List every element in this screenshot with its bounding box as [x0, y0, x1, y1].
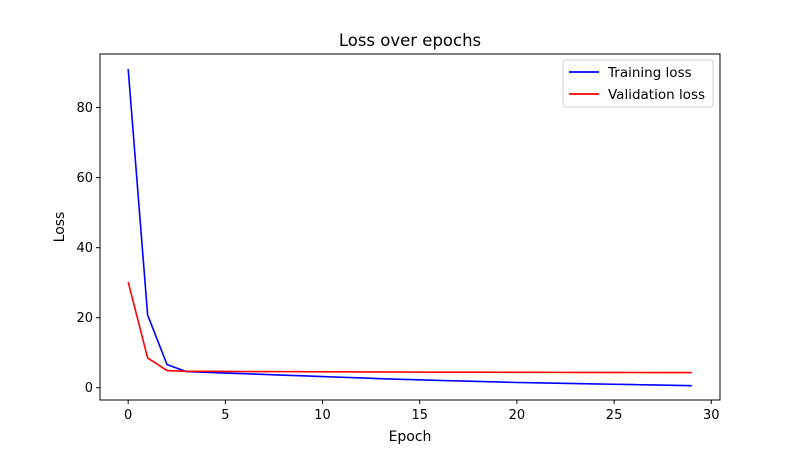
- y-tick-label: 40: [76, 241, 93, 256]
- ticks-layer: 0 5 10 15 20 25 30 0 20 40 60 80: [76, 101, 719, 423]
- legend: Training loss Validation loss: [562, 59, 714, 108]
- plot-frame: [99, 53, 721, 401]
- series-line-0: [127, 68, 692, 387]
- y-tick-label: 20: [76, 311, 93, 326]
- x-tick-label: 5: [221, 408, 229, 423]
- x-tick-label: 30: [703, 408, 720, 423]
- x-tick-label: 25: [606, 408, 623, 423]
- chart-title: Loss over epochs: [339, 31, 481, 50]
- y-tick-label: 80: [76, 101, 93, 116]
- legend-label-0: Training loss: [607, 65, 692, 81]
- x-tick-label: 15: [411, 408, 428, 423]
- y-tick-label: 60: [76, 171, 93, 186]
- x-axis-label: Epoch: [389, 429, 432, 445]
- x-tick-label: 20: [509, 408, 526, 423]
- series-layer: [127, 68, 692, 387]
- y-axis-label: Loss: [52, 212, 68, 243]
- legend-label-1: Validation loss: [608, 87, 705, 103]
- y-tick-label: 0: [85, 381, 93, 396]
- legend-box: [562, 59, 714, 108]
- x-tick-label: 0: [124, 408, 132, 423]
- series-line-1: [127, 281, 692, 374]
- x-tick-label: 10: [314, 408, 331, 423]
